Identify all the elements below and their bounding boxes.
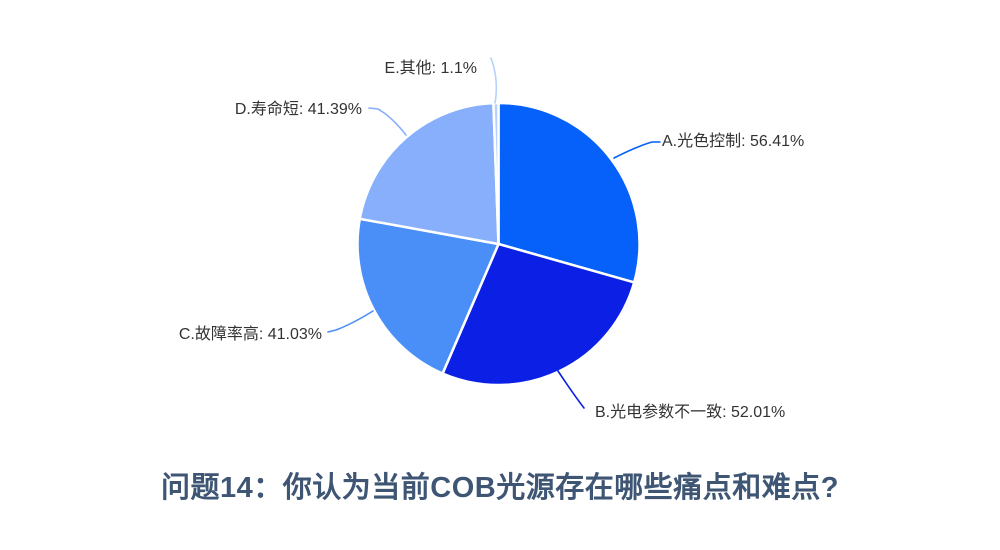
pie-slice-d[interactable] bbox=[358, 101, 500, 246]
pie-slices bbox=[356, 101, 641, 387]
label-leader-lines bbox=[327, 57, 661, 409]
label-line-c bbox=[327, 310, 374, 333]
slice-label-e: E.其他: 1.1% bbox=[384, 60, 477, 77]
chart-title: 问题14：你认为当前COB光源存在哪些痛点和难点? bbox=[161, 472, 839, 504]
slice-label-c: C.故障率高: 41.03% bbox=[178, 326, 322, 343]
slice-label-d: D.寿命短: 41.39% bbox=[234, 101, 362, 118]
pie-slice-a[interactable] bbox=[497, 101, 641, 284]
label-line-b bbox=[557, 370, 585, 409]
slice-label-a: A.光色控制: 56.41% bbox=[662, 133, 805, 150]
label-line-e bbox=[490, 57, 498, 104]
pie-slice-e[interactable] bbox=[492, 101, 500, 246]
label-line-d bbox=[368, 107, 407, 136]
slice-label-b: B.光电参数不一致: 52.01% bbox=[595, 404, 786, 421]
label-line-a bbox=[613, 141, 661, 159]
pie-slice-c[interactable] bbox=[356, 217, 500, 375]
